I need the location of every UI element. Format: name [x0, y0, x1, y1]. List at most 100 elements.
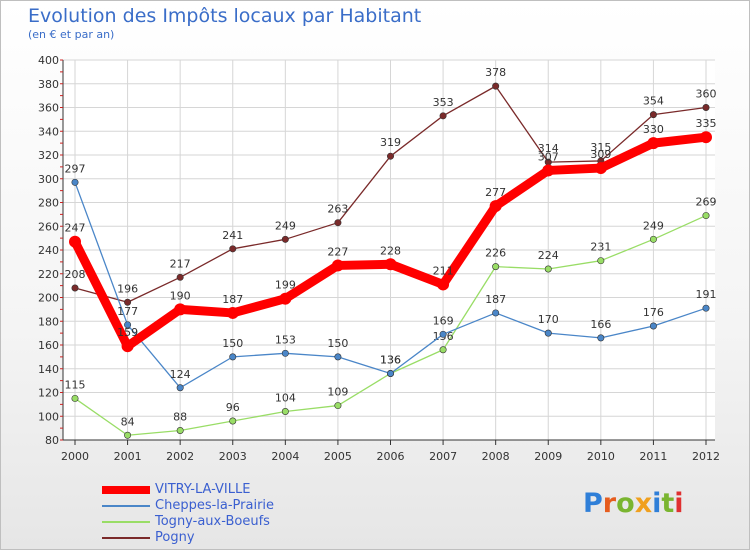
data-label: 169: [433, 314, 454, 327]
y-tick-label: 400: [38, 54, 59, 67]
data-label: 170: [538, 313, 559, 326]
data-point: [439, 346, 447, 354]
data-point: [226, 306, 239, 319]
data-point: [71, 178, 79, 186]
data-label: 136: [380, 354, 401, 367]
data-point: [71, 284, 79, 292]
data-label: 241: [222, 229, 243, 242]
data-point: [492, 309, 500, 317]
data-label: 231: [590, 241, 611, 254]
data-point: [489, 200, 502, 213]
data-point: [700, 131, 712, 144]
data-label: 315: [590, 141, 611, 154]
data-label: 227: [327, 245, 348, 258]
data-label: 360: [696, 88, 717, 101]
data-label: 177: [117, 305, 138, 318]
brand-letter: i: [652, 488, 662, 519]
data-point: [542, 164, 555, 177]
legend-item: Cheppes-la-Prairie: [102, 498, 362, 514]
x-tick-label: 2001: [114, 450, 142, 463]
data-point: [386, 152, 394, 160]
data-label: 190: [170, 289, 191, 302]
data-label: 211: [433, 264, 454, 277]
data-point: [384, 258, 397, 271]
x-tick-label: 2006: [377, 450, 405, 463]
y-tick-label: 160: [38, 339, 59, 352]
data-point: [229, 353, 237, 361]
data-point: [492, 82, 500, 90]
x-tick-label: 2000: [61, 450, 89, 463]
data-point: [281, 349, 289, 357]
data-point: [334, 402, 342, 410]
data-label: 228: [380, 244, 401, 257]
data-label: 247: [65, 222, 86, 235]
data-label: 136: [380, 354, 401, 367]
data-point: [229, 417, 237, 425]
data-label: 269: [696, 196, 717, 209]
brand-letter: x: [634, 488, 653, 519]
data-label: 353: [433, 96, 454, 109]
data-label: 297: [65, 162, 86, 175]
legend-swatch: [102, 537, 150, 539]
legend-item: Pogny: [102, 530, 362, 546]
data-point: [437, 278, 450, 291]
data-label: 166: [590, 318, 611, 331]
y-tick-label: 140: [38, 363, 59, 376]
data-point: [121, 340, 134, 353]
data-label: 153: [275, 333, 296, 346]
y-tick-label: 220: [38, 268, 59, 281]
data-label: 150: [222, 337, 243, 350]
x-tick-label: 2011: [639, 450, 667, 463]
data-point: [176, 384, 184, 392]
x-tick-label: 2008: [482, 450, 510, 463]
legend-item: VITRY-LA-VILLE: [102, 482, 362, 498]
data-point: [176, 273, 184, 281]
data-point: [544, 265, 552, 273]
data-label: 88: [173, 411, 187, 424]
data-label: 330: [643, 123, 664, 136]
y-tick-label: 240: [38, 244, 59, 257]
data-point: [281, 235, 289, 243]
data-label: 263: [327, 203, 348, 216]
legend-swatch: [102, 521, 150, 523]
data-label: 191: [696, 288, 717, 301]
data-label: 196: [117, 282, 138, 295]
data-point: [439, 330, 447, 338]
legend-swatch: [102, 486, 150, 494]
data-label: 335: [696, 117, 717, 130]
y-tick-label: 260: [38, 220, 59, 233]
y-tick-label: 300: [38, 173, 59, 186]
y-tick-label: 340: [38, 125, 59, 138]
data-label: 309: [590, 148, 611, 161]
data-label: 277: [485, 186, 506, 199]
data-point: [279, 292, 292, 305]
legend-label: VITRY-LA-VILLE: [155, 482, 251, 497]
brand-letter: i: [674, 488, 684, 519]
data-label: 150: [327, 337, 348, 350]
data-point: [334, 219, 342, 227]
data-label: 124: [170, 368, 191, 381]
legend-item: Togny-aux-Boeufs: [102, 514, 362, 530]
data-point: [124, 431, 132, 439]
y-tick-label: 280: [38, 197, 59, 210]
data-point: [647, 137, 660, 150]
data-point: [492, 263, 500, 271]
data-label: 84: [121, 415, 135, 428]
data-point: [597, 334, 605, 342]
y-tick-label: 180: [38, 315, 59, 328]
data-point: [597, 257, 605, 265]
data-point: [174, 303, 187, 316]
y-tick-label: 380: [38, 78, 59, 91]
data-label: 208: [65, 268, 86, 281]
data-label: 187: [222, 293, 243, 306]
brand-letter: r: [602, 488, 617, 519]
data-point: [649, 235, 657, 243]
data-point: [386, 369, 394, 377]
chart-title: Evolution des Impôts locaux par Habitant: [28, 5, 422, 27]
data-point: [331, 259, 344, 272]
data-label: 109: [327, 386, 348, 399]
legend-label: Togny-aux-Boeufs: [155, 514, 270, 529]
data-label: 314: [538, 142, 559, 155]
data-label: 176: [643, 306, 664, 319]
data-label: 224: [538, 249, 559, 262]
